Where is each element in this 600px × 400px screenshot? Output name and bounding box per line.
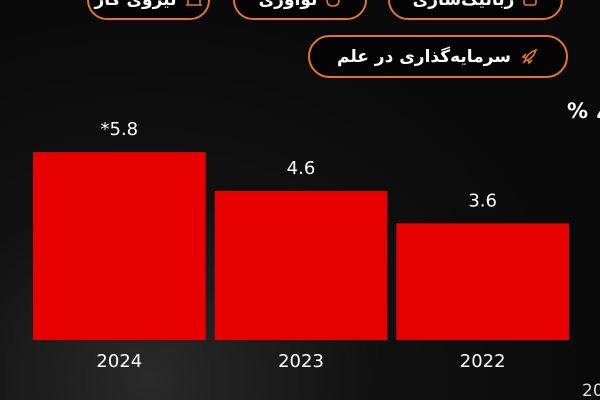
tag-label: نیروی کار xyxy=(94,0,177,10)
tag-button[interactable]: سرمایه‌گذاری در علم xyxy=(308,35,568,78)
icon xyxy=(521,48,538,65)
bar xyxy=(214,190,388,340)
value-label: 3.6 xyxy=(468,190,497,211)
bar xyxy=(33,152,206,340)
value-label: *5.8 xyxy=(101,119,139,140)
tag-label: نوآوری xyxy=(258,0,318,10)
value-label: 4.6 xyxy=(287,158,316,179)
tag-label: رباتیک‌سازی xyxy=(412,0,515,10)
icon xyxy=(326,0,341,7)
icon xyxy=(185,0,202,6)
x-tick-label: 2022 xyxy=(460,351,506,372)
chart-title: رشد تولید، % xyxy=(567,99,600,123)
x-tick-label: 2024 xyxy=(96,351,142,372)
x-tick-label: 2023 xyxy=(278,351,324,372)
tag-label: سرمایه‌گذاری در علم xyxy=(336,46,512,67)
footnote: * ژانویه-نوامبر 2024 xyxy=(582,381,600,400)
icon xyxy=(523,0,538,6)
bar xyxy=(396,223,569,340)
